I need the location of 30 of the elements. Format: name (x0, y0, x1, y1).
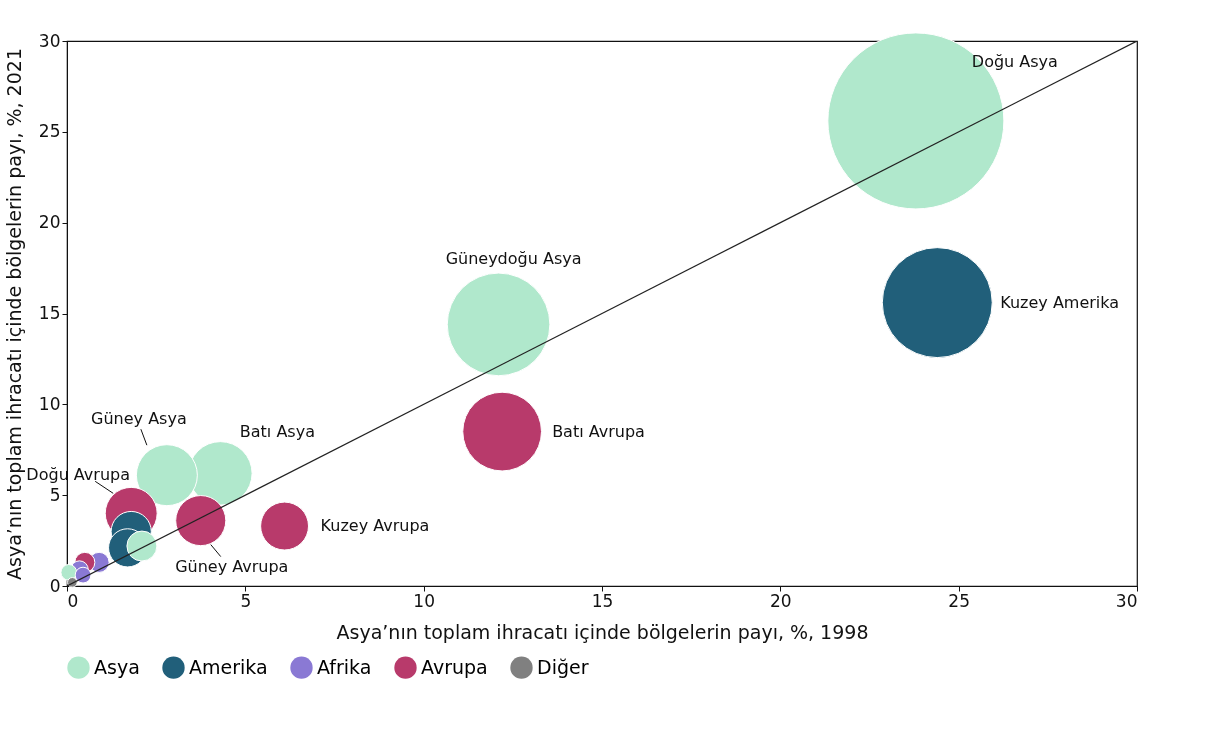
x-tick-label: 0 (67, 590, 79, 611)
legend-label: Afrika (317, 655, 372, 678)
x-tick-label: 30 (1115, 590, 1138, 611)
legend-label: Diğer (537, 655, 589, 678)
annotation: Doğu Asya (971, 51, 1058, 71)
y-tick-label: 25 (38, 121, 61, 142)
legend-label: Asya (94, 655, 140, 678)
y-tick-label: 15 (38, 303, 61, 323)
y-tick-label: 10 (38, 393, 61, 414)
annotation: Batı Asya (239, 422, 315, 442)
y-tick-label: 20 (38, 212, 61, 233)
annotation: Güney Avrupa (175, 556, 289, 576)
annotation: Güney Asya (91, 409, 187, 429)
x-axis-title: Asya’nın toplam ihracatı içinde bölgelerin payı, %, 1998 (336, 620, 869, 643)
legend-label: Avrupa (421, 655, 488, 678)
x-tick-label: 10 (413, 590, 435, 611)
legend-label: Amerika (189, 655, 268, 678)
y-tick-label: 5 (49, 484, 61, 505)
annotation: Kuzey Amerika (1000, 292, 1120, 312)
x-tick-label: 25 (948, 590, 970, 611)
annotation: Kuzey Avrupa (320, 516, 430, 536)
y-tick-label: 0 (49, 575, 61, 596)
y-tick-label: 30 (38, 30, 61, 51)
x-tick-label: 5 (240, 590, 252, 611)
x-tick-label: 15 (591, 590, 614, 611)
annotation: Güneydoğu Asya (445, 249, 582, 269)
annotation: Doğu Avrupa (26, 465, 131, 485)
x-tick-label: 20 (770, 590, 792, 611)
annotation: Batı Avrupa (552, 421, 645, 441)
y-axis-title: Asya’nın toplam ihracatı içinde bölgelerin payı, %, 2021 (2, 48, 25, 580)
